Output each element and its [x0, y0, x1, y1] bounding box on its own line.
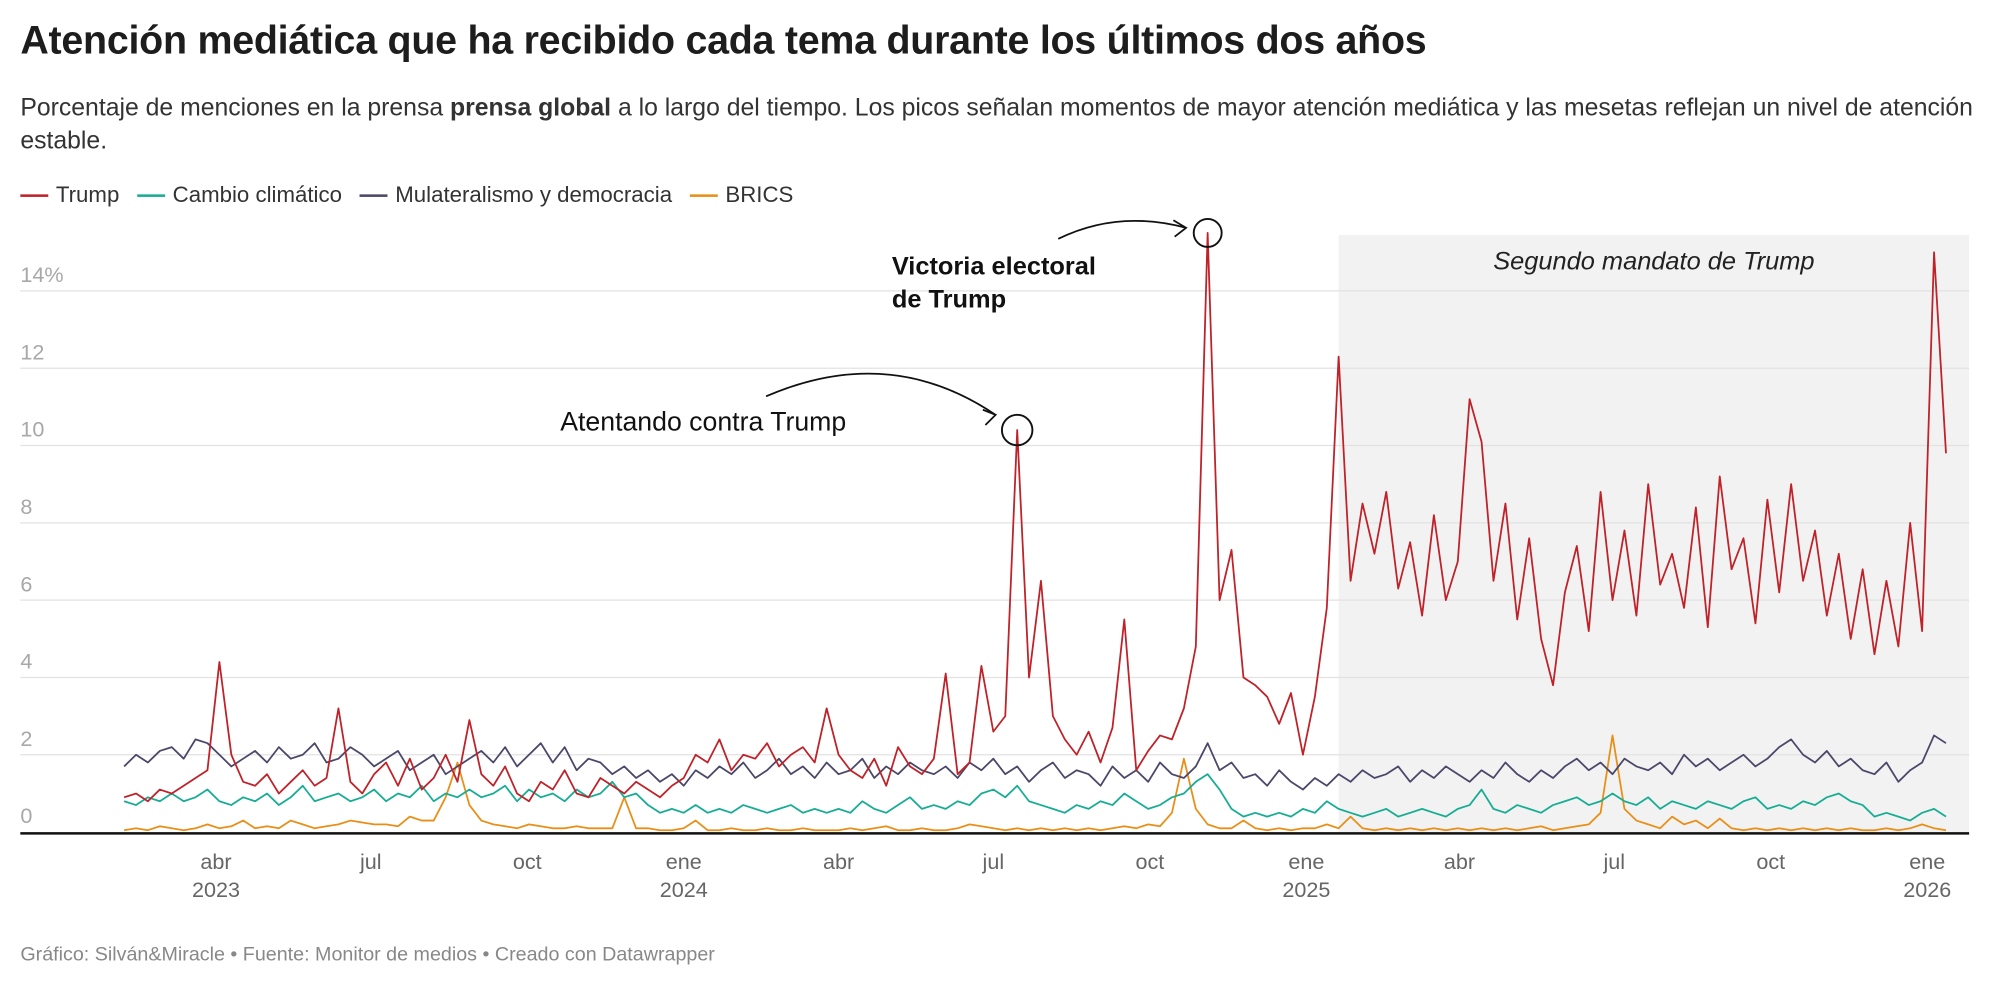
series-line-brics [123, 734, 1947, 832]
legend-swatch [689, 193, 718, 197]
annotation-arrow-attempt [765, 372, 997, 416]
x-tick-label: oct [513, 849, 542, 874]
y-tick-label: 10 [20, 417, 44, 442]
legend-label: Trump [55, 181, 120, 208]
x-tick-label: oct [1756, 849, 1785, 874]
annotation-label-attempt: Atentando contra Trump [560, 407, 846, 437]
annotation-label-election-line1: Victoria electoral [892, 252, 1096, 280]
legend-swatch [137, 193, 166, 197]
x-tick-year: 2023 [192, 877, 240, 902]
x-tick-label: abr [823, 849, 854, 874]
x-tick-label: jul [1602, 849, 1625, 874]
chart-title: Atención mediática que ha recibido cada … [20, 17, 1427, 63]
legend-label: Cambio climático [172, 181, 342, 208]
x-tick-label: ene [666, 849, 702, 874]
x-tick-year: 2025 [1282, 877, 1330, 902]
x-tick-label: jul [982, 849, 1005, 874]
annotation-arrow-election [1057, 219, 1187, 240]
subtitle-text-2: a lo largo del tiempo. Los picos señalan… [20, 94, 1973, 155]
annotation-circle-attempt [1000, 413, 1034, 447]
series-line-mulateralismo-y-democracia [123, 734, 1947, 791]
legend-item-cambio-climatico: Cambio climático [137, 182, 342, 209]
legend-item-trump: Trump [20, 182, 119, 209]
x-tick-label: jul [359, 849, 382, 874]
legend-item-multilateralismo: Mulateralismo y democracia [359, 181, 673, 209]
legend: Trump Cambio climático Mulateralismo y d… [20, 182, 793, 209]
x-tick-year: 2026 [1903, 877, 1951, 902]
x-tick-label: ene [1909, 849, 1945, 874]
y-tick-label: 6 [20, 571, 32, 596]
arrowhead-icon [1172, 219, 1188, 238]
shaded-period-label: Segundo mandato de Trump [1493, 247, 1814, 275]
subtitle-text-1: Porcentaje de menciones en la prensa [20, 94, 450, 122]
legend-swatch [359, 193, 388, 197]
legend-item-brics: BRICS [689, 181, 794, 209]
x-tick-label: ene [1288, 849, 1324, 874]
legend-label: BRICS [725, 181, 794, 208]
subtitle-bold: prensa global [449, 94, 612, 122]
y-tick-label: 4 [20, 649, 32, 674]
y-tick-label: 8 [20, 494, 32, 519]
x-tick-label: oct [1135, 849, 1164, 874]
arrowhead-icon [982, 408, 998, 426]
y-tick-label: 2 [20, 726, 32, 751]
series-line-cambio-clim-tico [123, 773, 1947, 822]
x-tick-year: 2024 [660, 877, 708, 902]
chart-subtitle: Porcentaje de menciones en la prensa pre… [20, 91, 1983, 157]
x-tick-label: abr [200, 849, 231, 874]
footer-credits: Gráfico: Silván&Miracle • Fuente: Monito… [20, 943, 715, 966]
y-tick-label: 12 [20, 339, 44, 364]
annotation-label-election-line2: de Trump [892, 285, 1006, 313]
series-line-trump [123, 231, 1947, 803]
legend-label: Mulateralismo y democracia [395, 181, 673, 208]
annotation-circle-election [1192, 217, 1223, 248]
legend-swatch [20, 193, 49, 197]
y-tick-label: 0 [20, 803, 32, 828]
x-tick-label: abr [1444, 849, 1475, 874]
y-tick-label: 14% [20, 262, 63, 287]
